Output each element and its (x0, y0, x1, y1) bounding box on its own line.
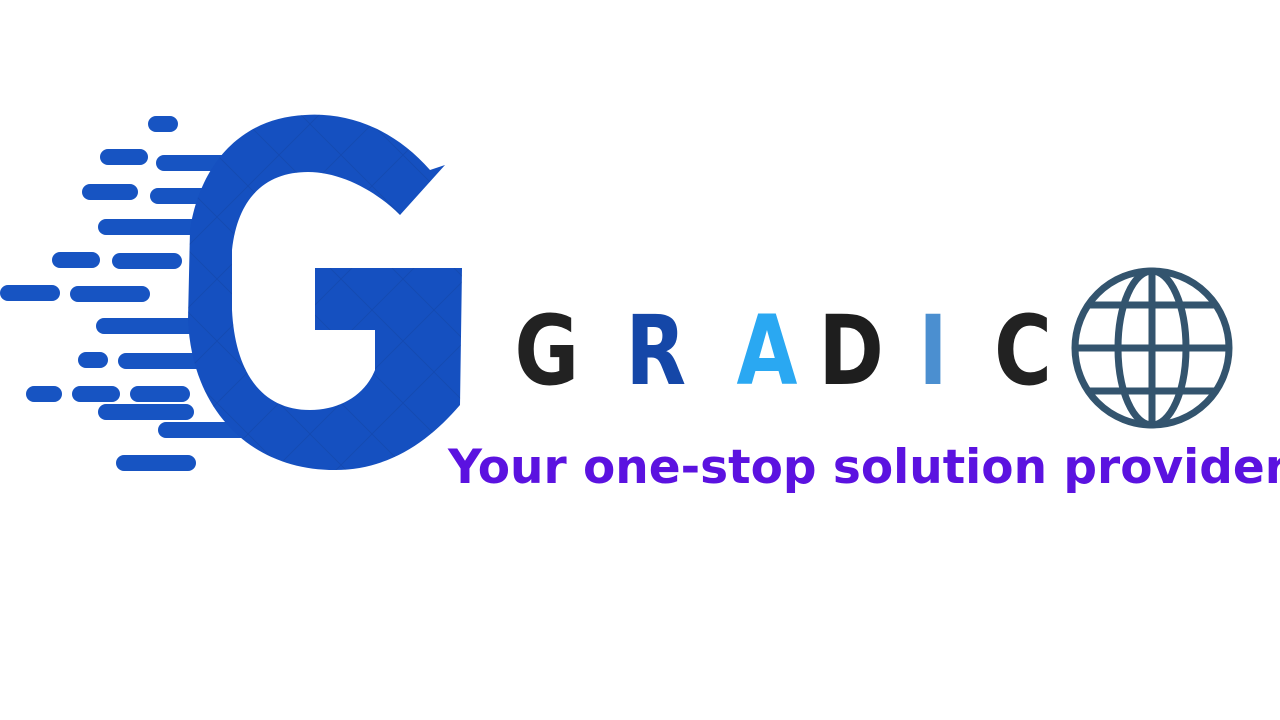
brand-letter-c: C (994, 295, 1052, 407)
brand-letter-g: G (514, 295, 580, 407)
tagline: Your one-stop solution provider (448, 440, 1280, 495)
brand-letter-r: R (625, 295, 687, 407)
brand-letter-a: A (736, 295, 798, 407)
speed-g-mark-icon (188, 114, 462, 471)
brand-letter-i: I (918, 295, 948, 407)
speed-lines (0, 116, 258, 471)
brand-letter-d: D (818, 295, 884, 407)
globe-icon (1071, 267, 1233, 429)
